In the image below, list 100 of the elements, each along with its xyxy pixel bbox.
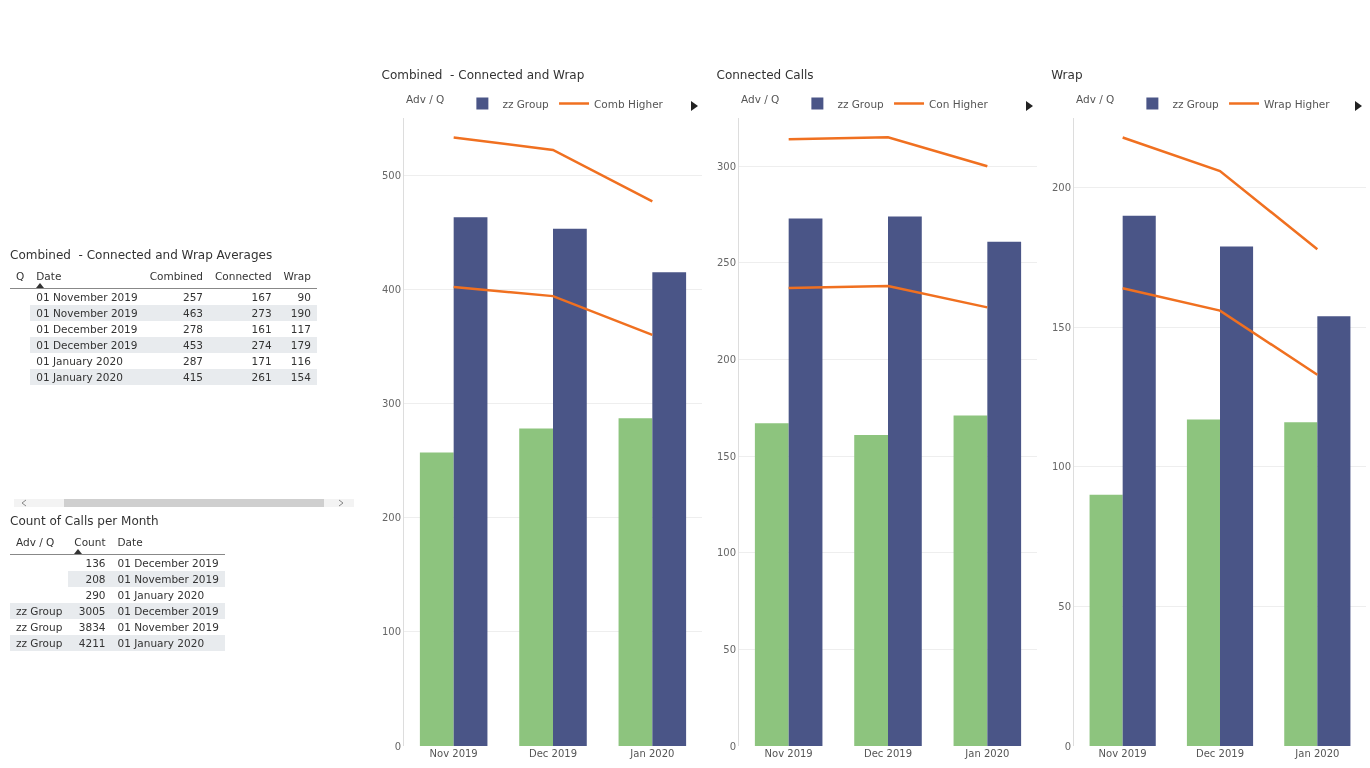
text: 257 bbox=[182, 291, 204, 303]
legend-title: Adv / Q bbox=[741, 92, 790, 105]
text: 01 November 2019 bbox=[117, 621, 219, 633]
text: 208 bbox=[85, 573, 106, 585]
text: 190 bbox=[290, 307, 311, 319]
x-tick-label: Jan 2020 bbox=[629, 748, 675, 759]
text: 453 bbox=[182, 339, 204, 351]
text: 415 bbox=[182, 371, 204, 383]
text: 161 bbox=[251, 323, 272, 335]
bar bbox=[788, 218, 823, 746]
y-tick-label: 100 bbox=[381, 626, 401, 638]
legend-title: Adv / Q bbox=[406, 92, 455, 105]
category-label: Date bbox=[30, 268, 144, 289]
bar bbox=[1317, 316, 1351, 746]
text: 3834 bbox=[78, 621, 106, 633]
text: 463 bbox=[182, 307, 204, 319]
chart-title: Connected Calls bbox=[716, 68, 814, 83]
bar bbox=[1284, 422, 1318, 746]
category-label: Wrap bbox=[277, 268, 317, 289]
text: 274 bbox=[251, 339, 272, 351]
y-tick-label: 0 bbox=[1064, 740, 1071, 752]
y-tick-label: 400 bbox=[381, 283, 401, 295]
y-tick-label: 200 bbox=[716, 354, 736, 366]
category-label: Connected bbox=[209, 268, 278, 289]
text: 167 bbox=[251, 291, 272, 303]
y-tick-label: 150 bbox=[1051, 321, 1071, 333]
y-tick-label: 50 bbox=[1058, 600, 1071, 612]
text: zz Group bbox=[16, 621, 63, 633]
legend-label: Con Higher bbox=[929, 97, 989, 110]
bar bbox=[953, 415, 988, 746]
y-tick-label: 50 bbox=[723, 643, 736, 655]
x-tick-label: Jan 2020 bbox=[964, 748, 1010, 759]
bar bbox=[652, 272, 687, 746]
chart-title: Combined - Connected and Wrap bbox=[381, 68, 585, 83]
bar bbox=[1186, 419, 1220, 746]
text: 01 November 2019 bbox=[36, 291, 138, 303]
text: 278 bbox=[182, 323, 204, 335]
legend-label: Wrap Higher bbox=[1264, 97, 1331, 110]
chart-title: Wrap bbox=[1051, 68, 1083, 83]
bar bbox=[854, 434, 888, 746]
y-tick-label: 100 bbox=[1051, 461, 1071, 473]
bar bbox=[519, 428, 553, 746]
text: 287 bbox=[182, 355, 204, 367]
y-tick-label: 0 bbox=[394, 740, 401, 752]
bar bbox=[1220, 246, 1254, 746]
text: 154 bbox=[290, 371, 311, 383]
bar bbox=[553, 228, 587, 746]
y-tick-label: 150 bbox=[716, 450, 736, 462]
bar bbox=[1089, 494, 1123, 746]
text: 01 December 2019 bbox=[36, 323, 138, 335]
text: 4211 bbox=[78, 637, 106, 649]
text: 90 bbox=[297, 291, 311, 303]
text: Count of Calls per Month bbox=[10, 514, 160, 528]
x-tick-label: Dec 2019 bbox=[864, 748, 912, 759]
text: 179 bbox=[290, 339, 311, 351]
y-tick-label: 300 bbox=[716, 160, 736, 172]
text: 171 bbox=[251, 355, 272, 367]
y-tick-label: 500 bbox=[381, 169, 401, 181]
text: 290 bbox=[85, 589, 106, 601]
text: 01 November 2019 bbox=[117, 573, 219, 585]
category-label: Count bbox=[68, 534, 112, 555]
category-label: Date bbox=[111, 534, 225, 555]
legend-label: zz Group bbox=[837, 97, 885, 110]
text: 01 January 2020 bbox=[117, 637, 205, 649]
text: 273 bbox=[251, 307, 272, 319]
category-label: Q bbox=[10, 268, 31, 289]
legend-label: zz Group bbox=[1172, 97, 1220, 110]
legend-label: zz Group bbox=[502, 97, 550, 110]
text: 01 November 2019 bbox=[36, 307, 138, 319]
text: 3005 bbox=[78, 605, 106, 617]
bar bbox=[754, 423, 789, 746]
bar bbox=[453, 217, 488, 746]
y-tick-label: 250 bbox=[716, 257, 736, 269]
text: zz Group bbox=[16, 637, 63, 649]
bar bbox=[1122, 215, 1156, 746]
text: 01 January 2020 bbox=[36, 371, 123, 383]
category-label: Adv / Q bbox=[10, 534, 69, 555]
bar bbox=[419, 452, 454, 746]
text: zz Group bbox=[16, 605, 63, 617]
legend-title: Adv / Q bbox=[1076, 92, 1125, 105]
x-tick-label: Jan 2020 bbox=[1294, 748, 1340, 759]
x-tick-label: Dec 2019 bbox=[1196, 748, 1244, 759]
text: 01 January 2020 bbox=[36, 355, 123, 367]
text: 261 bbox=[251, 371, 272, 383]
text: Combined - Connected and Wrap Averages bbox=[10, 248, 274, 262]
text: 01 December 2019 bbox=[117, 605, 219, 617]
x-tick-label: Nov 2019 bbox=[1098, 748, 1147, 759]
bar bbox=[888, 216, 922, 746]
text: 01 January 2020 bbox=[117, 589, 205, 601]
text: 136 bbox=[85, 557, 106, 569]
x-tick-label: Nov 2019 bbox=[429, 748, 478, 759]
bar bbox=[618, 418, 653, 746]
x-tick-label: Nov 2019 bbox=[764, 748, 813, 759]
legend-label: Comb Higher bbox=[594, 97, 664, 110]
text: 116 bbox=[290, 355, 311, 367]
y-tick-label: 200 bbox=[1051, 182, 1071, 194]
y-tick-label: 300 bbox=[381, 397, 401, 409]
x-tick-label: Dec 2019 bbox=[529, 748, 577, 759]
y-tick-label: 200 bbox=[381, 512, 401, 524]
bar bbox=[987, 241, 1022, 746]
